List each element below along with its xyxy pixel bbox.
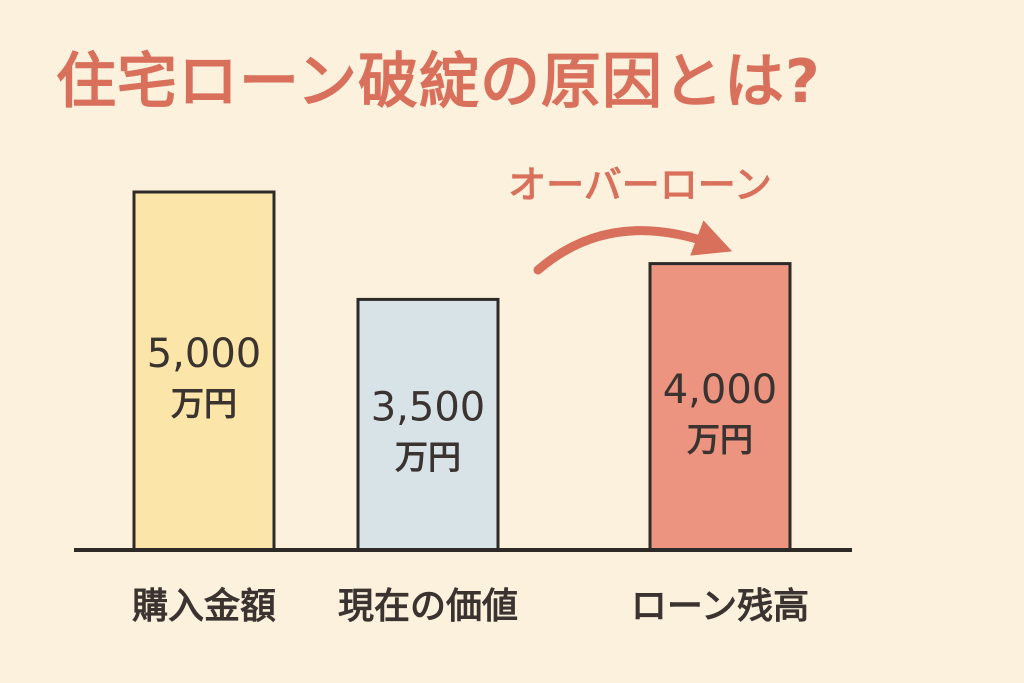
overloan-arrow <box>533 220 733 275</box>
value-label-current-value: 3,500 <box>371 385 486 431</box>
value-label-purchase-price: 5,000 <box>147 331 262 377</box>
bar-current-value <box>356 297 500 552</box>
chart-title: 住宅ローン破綻の原因とは? <box>56 47 821 117</box>
overloan-annotation: オーバーローン <box>508 163 772 207</box>
category-label-loan-balance: ローン残高 <box>631 586 809 627</box>
unit-label-loan-balance: 万円 <box>687 420 753 459</box>
unit-label-current-value: 万円 <box>395 438 461 477</box>
bar-loan-balance <box>648 262 792 552</box>
category-label-current-value: 現在の価値 <box>338 586 518 627</box>
unit-label-purchase-price: 万円 <box>171 384 237 423</box>
bar-purchase-price <box>132 190 276 552</box>
value-label-loan-balance: 4,000 <box>663 367 778 413</box>
category-label-purchase-price: 購入金額 <box>132 585 276 627</box>
